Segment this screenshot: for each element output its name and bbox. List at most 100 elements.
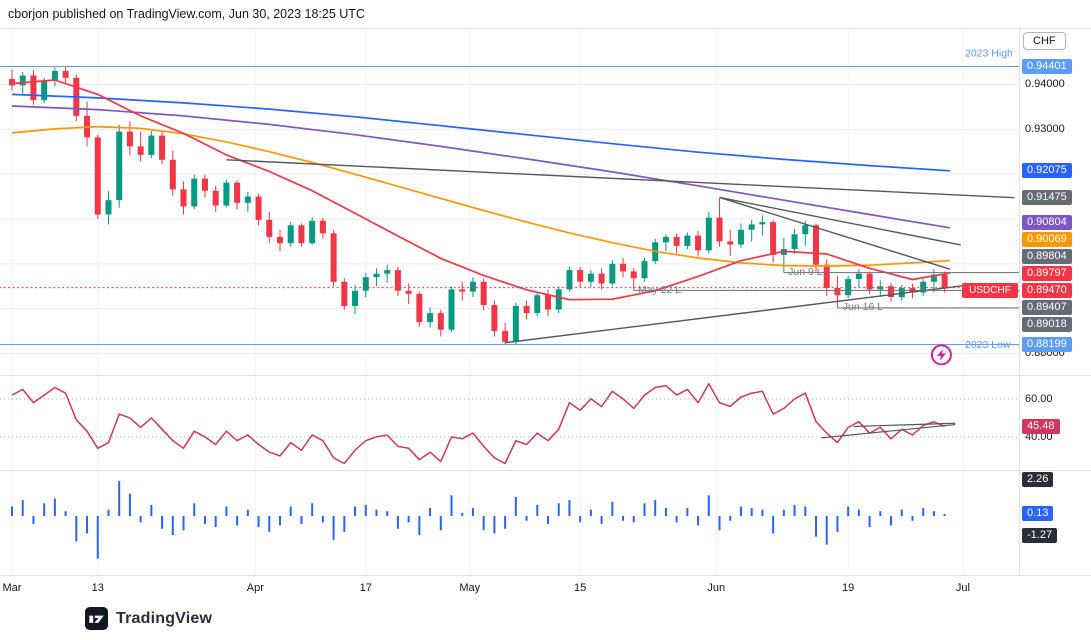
time-label-15: 15 <box>574 582 587 594</box>
tradingview-logo-icon[interactable] <box>85 607 108 630</box>
annotation-2023-high: 2023 High <box>965 48 1013 60</box>
candle-body <box>266 219 273 237</box>
histogram-value-badge: 0.13 <box>1022 505 1054 521</box>
candle-body <box>180 189 187 207</box>
price-badge-jun16-low: 0.89018 <box>1022 317 1072 333</box>
rsi-trendline <box>821 423 956 439</box>
price-badge-2023-low: 0.88199 <box>1022 336 1072 352</box>
candle-body <box>888 286 895 297</box>
panel-separator-histogram[interactable] <box>0 470 1091 471</box>
price-axis-separator <box>1019 28 1020 575</box>
candle-body <box>244 196 251 203</box>
candle-body <box>30 75 37 101</box>
candle-body <box>598 273 605 284</box>
price-scale-label: 0.93000 <box>1025 123 1065 136</box>
candle-body <box>523 305 530 314</box>
rsi-value-badge: 45.48 <box>1022 418 1060 434</box>
candle-body <box>223 182 230 206</box>
candle-body <box>362 277 369 291</box>
price-badge-last-price: 0.89470 <box>1022 283 1072 299</box>
price-badge-ma-red: 0.89797 <box>1022 266 1072 282</box>
candle-body <box>373 273 380 278</box>
candle-body <box>255 196 262 220</box>
trendline <box>505 284 967 344</box>
rsi-line <box>11 382 945 465</box>
candle-body <box>480 281 487 306</box>
time-label-17: 17 <box>359 582 372 594</box>
candle-body <box>137 146 144 155</box>
time-axis[interactable]: Mar 13 Apr 17 May 15 Jun 19 Jul <box>0 575 1019 603</box>
time-label-19: 19 <box>842 582 855 594</box>
candle-body <box>845 279 852 296</box>
candle-body <box>341 281 348 306</box>
candle-body <box>191 178 198 207</box>
ma-red-line <box>11 79 951 301</box>
candle-body <box>823 264 830 289</box>
candle-body <box>566 270 573 290</box>
candle-body <box>416 293 423 323</box>
time-label-jun: Jun <box>707 582 726 594</box>
candle-body <box>587 273 594 282</box>
candle-body <box>298 225 305 244</box>
annotation-2023-low: 2023 Low <box>965 339 1011 351</box>
candle-body <box>51 71 58 81</box>
rsi-trendline <box>853 422 956 428</box>
candle-body <box>309 220 316 244</box>
price-badge-ma-purple: 0.90804 <box>1022 215 1072 231</box>
price-badge-ma-orange: 0.90069 <box>1022 232 1072 248</box>
rsi-scale-label: 60.00 <box>1025 392 1053 405</box>
candle-body <box>234 182 241 203</box>
histogram-value-badge: 2.26 <box>1022 472 1054 488</box>
candle-body <box>437 313 444 330</box>
annotation-jun-16-l: Jun 16 L <box>843 301 883 313</box>
price-axis[interactable]: CHF 0.94000 0.93000 0.88000 0.94401 0.92075 0… <box>1020 0 1091 605</box>
candle-body <box>877 286 884 290</box>
annotation-jun-9-l: Jun 9 L <box>788 266 823 278</box>
candle-body <box>684 235 691 246</box>
candle-body <box>394 270 401 291</box>
candle-body <box>770 222 777 255</box>
candle-body <box>759 222 766 225</box>
candle-body <box>941 274 948 288</box>
price-badge-2023-high: 0.94401 <box>1022 58 1072 74</box>
price-badge-ma-blue: 0.92075 <box>1022 162 1072 178</box>
price-badge-trendline: 0.91475 <box>1022 189 1072 205</box>
candle-body <box>41 80 48 101</box>
candle-body <box>277 236 283 244</box>
rsi-scale-label: 40.00 <box>1025 430 1053 443</box>
candle-body <box>545 295 551 310</box>
header-separator <box>0 28 1091 29</box>
candle-body <box>898 288 905 297</box>
candle-body <box>9 79 15 86</box>
candle-body <box>620 263 627 272</box>
candle-body <box>662 236 669 243</box>
chart-canvas[interactable]: 2023 High 2023 Low May 22 L Jun 9 L Jun 16 L <box>0 0 1019 575</box>
flash-bolt-icon <box>936 348 946 361</box>
candle-body <box>384 270 391 274</box>
panel-separator-rsi[interactable] <box>0 375 1091 376</box>
tradingview-wordmark[interactable]: TradingView <box>116 609 213 627</box>
trendline <box>226 159 1015 199</box>
candle-body <box>534 295 541 314</box>
ticker-price-tag: USDCHF <box>962 283 1018 299</box>
candle-body <box>201 178 208 191</box>
candle-body <box>791 234 798 250</box>
candle-body <box>866 273 873 290</box>
footer: TradingView <box>85 607 212 630</box>
candle-body <box>159 135 166 160</box>
candle-body <box>813 225 819 265</box>
annotation-may-22-l: May 22 L <box>638 284 681 296</box>
candle-body <box>855 273 862 280</box>
time-label-13: 13 <box>91 582 104 594</box>
candle-body <box>448 289 455 330</box>
candle-body <box>105 200 112 215</box>
trendline <box>719 196 961 246</box>
candle-body <box>716 217 723 242</box>
currency-toggle-button[interactable]: CHF <box>1023 32 1066 50</box>
candle-body <box>459 289 466 292</box>
time-label-mar: Mar <box>2 582 22 594</box>
candle-body <box>930 274 937 282</box>
candle-body <box>727 241 734 245</box>
candle-body <box>148 135 155 155</box>
